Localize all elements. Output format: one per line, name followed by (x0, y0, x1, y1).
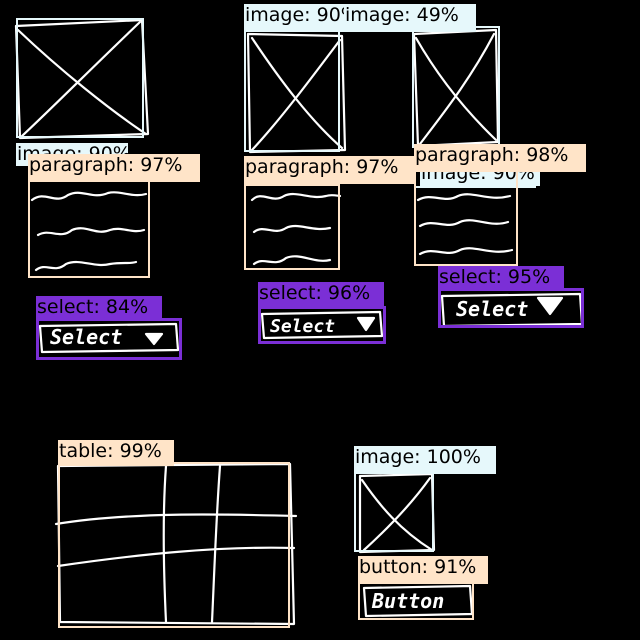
sketch-table (54, 462, 298, 626)
image-detection-box (412, 26, 500, 148)
image-detection-box (354, 472, 434, 552)
select-detection-label: select: 95% (438, 266, 564, 290)
select-detection-box (36, 318, 182, 360)
image-detection-box (16, 18, 144, 138)
sketch-select-text-1: Select (50, 325, 122, 349)
image-detection-label: image: 49% (344, 4, 476, 32)
select-detection-box (438, 288, 584, 328)
sketch-image-placeholder-4 (358, 472, 436, 554)
sketch-button-text: Button (371, 589, 444, 613)
paragraph-detection-label: paragraph: 97% (28, 154, 200, 182)
sketch-paragraph-1 (30, 191, 148, 272)
paragraph-detection-box (244, 184, 340, 270)
paragraph-detection-label: paragraph: 97% (244, 156, 416, 184)
image-detection-label: image: 90% (244, 4, 344, 32)
sketch-paragraph-2 (250, 192, 342, 266)
paragraph-detection-label: paragraph: 98% (414, 144, 586, 172)
select-detection-label: select: 96% (258, 282, 384, 308)
sketch-select-text-3: Select (456, 297, 528, 321)
paragraph-detection-box (414, 170, 518, 266)
sketch-image-placeholder-2 (246, 32, 347, 154)
button-detection-label: button: 91% (358, 556, 488, 584)
paragraph-detection-box (28, 180, 150, 278)
select-detection-box (258, 306, 386, 344)
image-detection-label: image: 100% (354, 446, 496, 474)
select-detection-label: select: 84% (36, 296, 162, 320)
sketch-select-1 (38, 322, 180, 354)
image-detection-box (244, 30, 340, 152)
table-detection-label: table: 99% (58, 440, 174, 466)
button-detection-box (358, 582, 474, 620)
sketch-select-2 (260, 310, 384, 340)
sketch-select-text-2: Select (270, 316, 335, 337)
table-detection-box (58, 462, 290, 628)
sketch-paragraph-3 (416, 193, 514, 256)
sketch-image-placeholder-1 (14, 18, 150, 140)
